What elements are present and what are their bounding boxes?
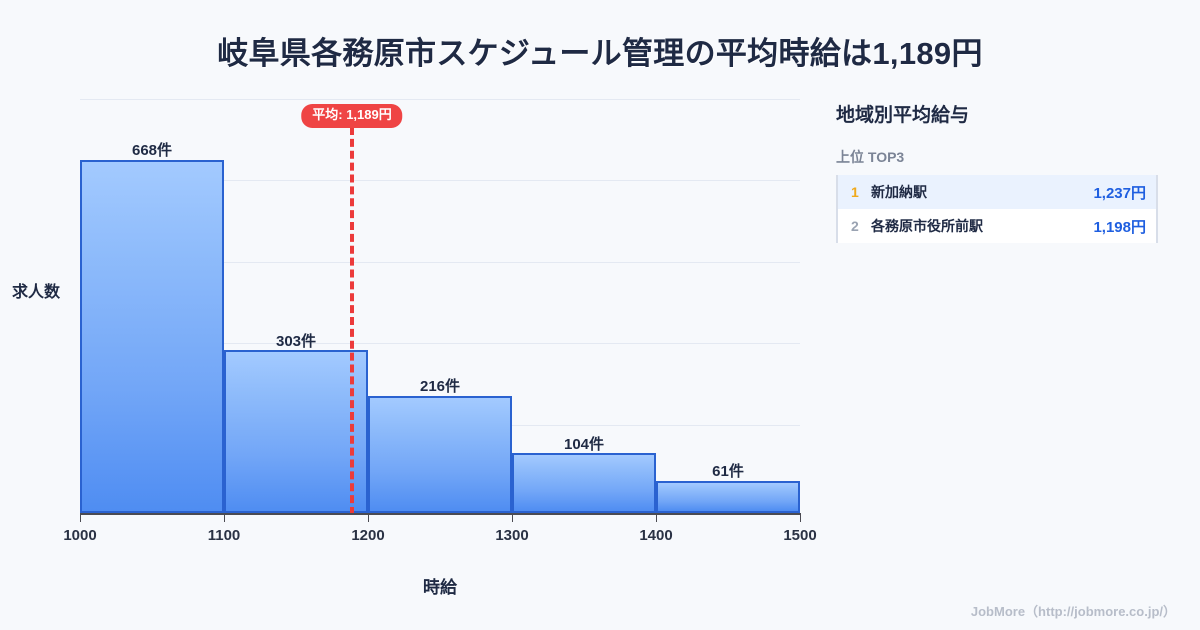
- x-tick-mark: [80, 513, 81, 522]
- x-tick-label: 1100: [207, 527, 241, 544]
- page-title: 岐阜県各務原市スケジュール管理の平均時給は1,189円: [217, 36, 983, 71]
- x-tick-label: 1000: [63, 527, 97, 544]
- bar-label-1000-1100: 668件: [131, 142, 173, 159]
- x-tick-mark: [656, 513, 657, 522]
- bar-1300-1400: [512, 453, 656, 513]
- x-tick-mark: [800, 513, 801, 522]
- y-axis-title: 求人数: [12, 284, 61, 301]
- bar-label-1400-1500: 61件: [712, 463, 744, 480]
- average-line: [350, 127, 354, 515]
- x-tick-label: 1400: [639, 527, 673, 544]
- bar-label-1100-1200: 303件: [275, 333, 317, 350]
- x-tick-label: 1300: [495, 527, 529, 544]
- x-axis-line: [80, 513, 800, 515]
- bar-label-1300-1400: 104件: [563, 436, 605, 453]
- rank-name: 各務原市役所前駅: [871, 218, 983, 234]
- panel-title: 地域別平均給与: [836, 105, 970, 126]
- panel-subtitle: 上位 TOP3: [836, 149, 905, 165]
- bar-1000-1100: [80, 160, 224, 513]
- x-tick-label: 1200: [351, 527, 385, 544]
- bar-1100-1200: [224, 350, 368, 513]
- bar-1200-1300: [368, 396, 512, 513]
- rank-number: 2: [851, 218, 859, 234]
- ranking-row-1[interactable]: 1 新加納駅 1,237円: [838, 175, 1156, 209]
- rank-number: 1: [851, 184, 859, 200]
- ranking-row-2[interactable]: 2 各務原市役所前駅 1,198円: [838, 209, 1156, 243]
- average-badge: 平均: 1,189円: [301, 104, 403, 128]
- gridline: [80, 99, 800, 100]
- x-axis-title: 時給: [423, 578, 457, 597]
- gridline: [80, 343, 800, 344]
- rank-name: 新加納駅: [871, 184, 927, 200]
- x-tick-label: 1500: [783, 527, 817, 544]
- gridline: [80, 180, 800, 181]
- histogram-chart: 668件 303件 216件 104件 61件 平均: 1,189円 1000 …: [12, 99, 817, 597]
- watermark: JobMore（http://jobmore.co.jp/）: [970, 604, 1176, 619]
- x-tick-mark: [368, 513, 369, 522]
- x-tick-mark: [512, 513, 513, 522]
- x-tick-mark: [224, 513, 225, 522]
- bar-1400-1500: [656, 481, 800, 513]
- gridline: [80, 262, 800, 263]
- rank-value: 1,237円: [1093, 184, 1146, 202]
- bar-label-1200-1300: 216件: [419, 378, 461, 395]
- ranking-list: 1 新加納駅 1,237円 2 各務原市役所前駅 1,198円: [836, 175, 1158, 243]
- rank-value: 1,198円: [1093, 218, 1146, 236]
- regional-average-panel: 地域別平均給与 上位 TOP3 1 新加納駅 1,237円 2 各務原市役所前駅…: [836, 100, 1166, 243]
